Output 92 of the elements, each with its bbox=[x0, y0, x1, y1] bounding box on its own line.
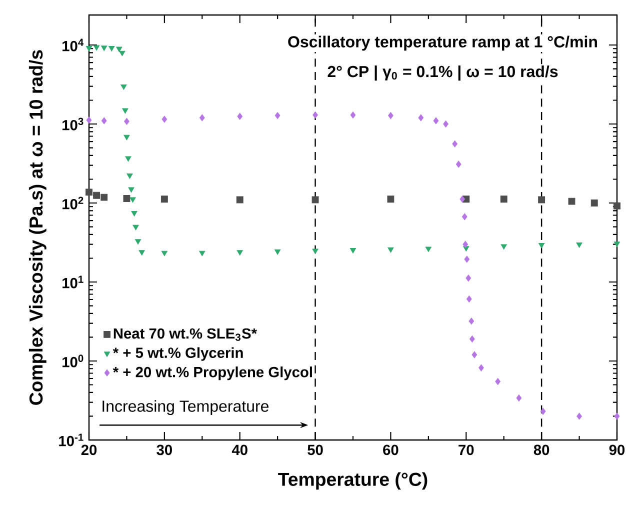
x-tick-label: 70 bbox=[458, 444, 474, 456]
point bbox=[94, 45, 100, 51]
x-tick-label: 90 bbox=[609, 444, 625, 456]
point bbox=[124, 134, 130, 140]
point bbox=[388, 247, 394, 253]
point bbox=[478, 364, 484, 372]
point bbox=[568, 198, 576, 205]
point bbox=[470, 336, 475, 342]
y-tick-label: 10$^{4}$ bbox=[62, 38, 84, 52]
point bbox=[466, 295, 472, 302]
point bbox=[274, 112, 280, 120]
point bbox=[124, 118, 130, 125]
point bbox=[108, 46, 115, 52]
legend-label: * + 5 wt.% Glycerin bbox=[112, 347, 243, 361]
point bbox=[86, 188, 92, 196]
point bbox=[460, 196, 466, 203]
point bbox=[274, 249, 281, 255]
point bbox=[119, 50, 126, 56]
point bbox=[130, 197, 136, 203]
legend-label: Neat 70 wt.% SLE$_{3}$S* bbox=[114, 328, 257, 341]
point bbox=[388, 112, 394, 120]
y-tick-label: 10$^{-1}$ bbox=[59, 434, 84, 446]
point bbox=[350, 112, 356, 118]
point bbox=[452, 140, 458, 148]
point bbox=[464, 256, 470, 263]
point bbox=[462, 213, 468, 220]
point bbox=[456, 160, 462, 168]
x-axis-title: Temperature (°C) bbox=[278, 472, 428, 490]
point bbox=[123, 195, 130, 202]
y-tick-label: 10$^{1}$ bbox=[62, 276, 84, 288]
point bbox=[495, 378, 500, 385]
point bbox=[93, 192, 100, 199]
legend-label: * + 20 wt.% Propylene Glycol bbox=[112, 366, 312, 380]
x-tick-label: 60 bbox=[383, 444, 398, 456]
point bbox=[466, 274, 472, 282]
point bbox=[576, 242, 582, 248]
point bbox=[433, 117, 439, 124]
point bbox=[199, 250, 206, 256]
point bbox=[101, 46, 108, 51]
x-tick-label: 20 bbox=[81, 444, 97, 456]
point bbox=[418, 114, 424, 122]
point bbox=[120, 84, 127, 90]
point bbox=[425, 246, 432, 252]
annotation: 2° CP | γ$_{0}$ = 0.1% | ω = 10 rad/s bbox=[328, 65, 558, 81]
point bbox=[199, 114, 205, 122]
point bbox=[472, 351, 478, 358]
point bbox=[134, 239, 142, 245]
point bbox=[162, 116, 168, 123]
point bbox=[131, 211, 138, 216]
point bbox=[101, 117, 107, 124]
point bbox=[500, 244, 507, 250]
point bbox=[160, 196, 168, 203]
point bbox=[161, 250, 168, 256]
point bbox=[443, 120, 448, 128]
point bbox=[312, 112, 318, 118]
point bbox=[125, 156, 132, 162]
point bbox=[86, 46, 92, 52]
point bbox=[516, 394, 522, 402]
point bbox=[538, 196, 546, 204]
point bbox=[540, 408, 546, 415]
point bbox=[86, 116, 92, 124]
y-axis-title: Complex Viscosity (Pa.s) at ω = 10 rad/s bbox=[28, 50, 46, 405]
point bbox=[236, 196, 244, 204]
annotation: Oscillatory temperature ramp at 1 °C/min bbox=[288, 36, 597, 51]
x-tick-label: 80 bbox=[534, 444, 550, 456]
point bbox=[122, 108, 128, 114]
point bbox=[236, 250, 243, 256]
y-tick-label: 10$^{0}$ bbox=[62, 354, 84, 368]
point bbox=[590, 200, 598, 206]
x-tick-label: 40 bbox=[232, 444, 248, 456]
x-tick-label: 30 bbox=[156, 444, 172, 456]
point bbox=[312, 196, 319, 204]
point bbox=[462, 240, 468, 248]
point bbox=[126, 173, 133, 179]
point bbox=[116, 46, 122, 52]
point bbox=[387, 196, 394, 203]
point bbox=[138, 250, 145, 256]
point bbox=[237, 112, 243, 120]
point bbox=[500, 196, 508, 203]
point bbox=[128, 187, 134, 193]
point bbox=[538, 243, 545, 248]
x-tick-label: 50 bbox=[308, 444, 323, 456]
point bbox=[100, 194, 108, 201]
point bbox=[350, 248, 356, 254]
point bbox=[614, 202, 620, 210]
point bbox=[468, 318, 474, 325]
point bbox=[312, 248, 318, 254]
y-tick-label: 10$^{3}$ bbox=[62, 118, 84, 130]
point bbox=[576, 412, 582, 420]
annotation: Increasing Temperature bbox=[102, 400, 269, 416]
y-tick-label: 10$^{2}$ bbox=[62, 196, 84, 210]
point bbox=[132, 224, 139, 230]
